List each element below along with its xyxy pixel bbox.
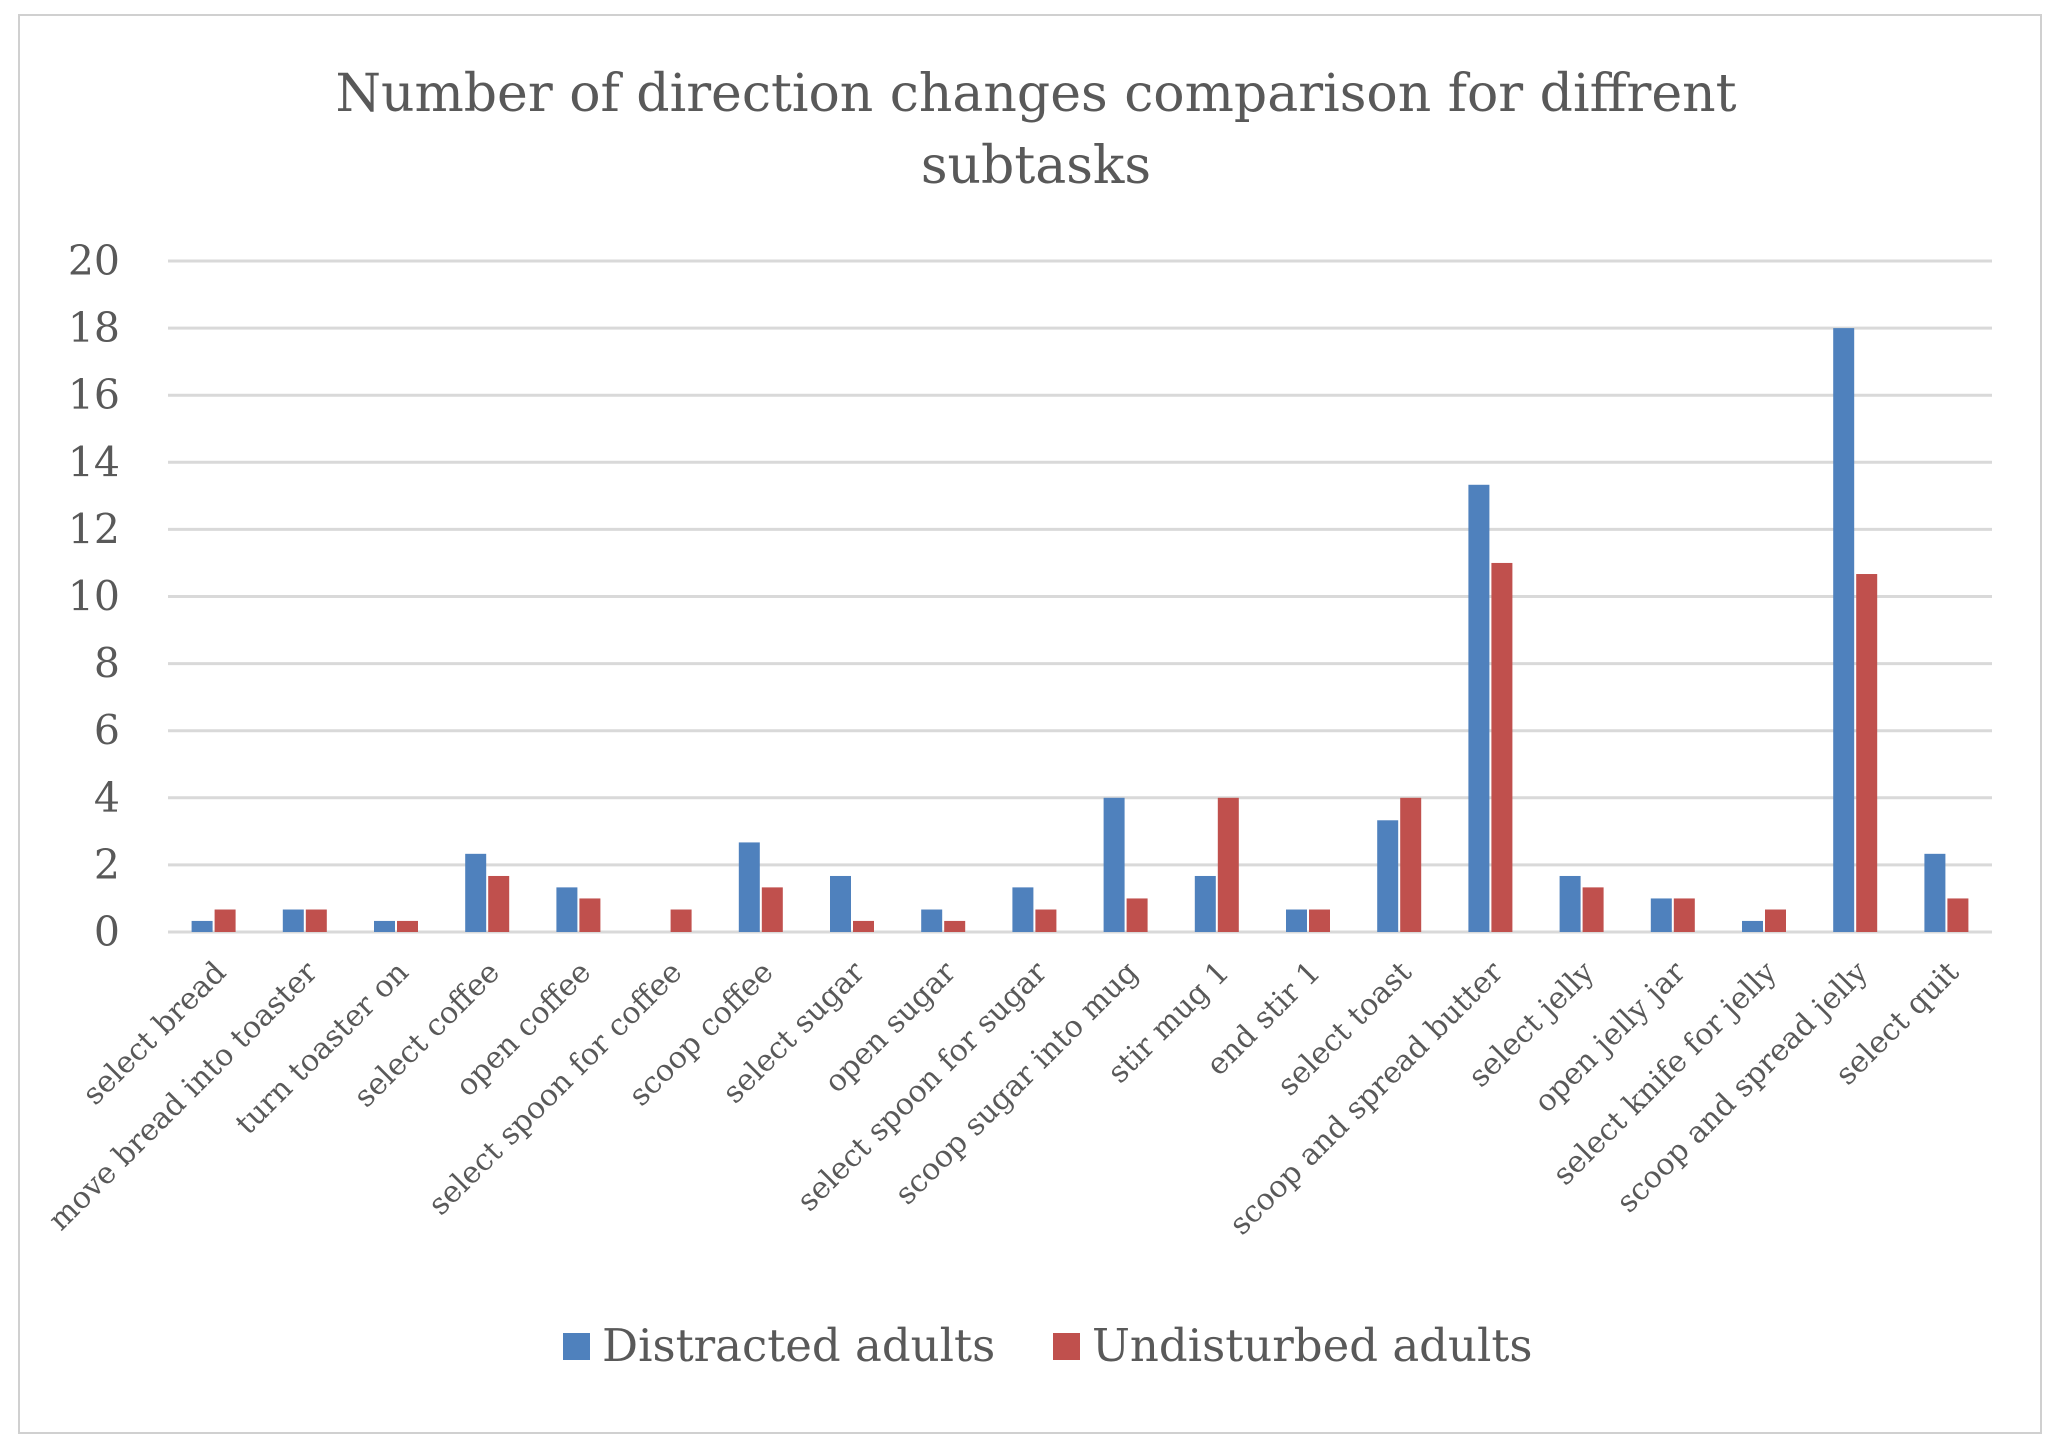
y-tick-label: 12 bbox=[68, 505, 120, 553]
bar-undisturbed bbox=[1491, 562, 1513, 932]
y-tick-label: 14 bbox=[68, 438, 120, 486]
y-axis-ticks: 0 2 4 6 8 10 12 14 16 18 20 bbox=[68, 237, 120, 956]
legend-label-undisturbed: Undisturbed adults bbox=[1092, 1319, 1533, 1372]
bar-undisturbed bbox=[1035, 909, 1057, 932]
bar-undisturbed bbox=[1126, 898, 1148, 932]
chart-title-line-1: Number of direction changes comparison f… bbox=[335, 64, 1736, 124]
bar-distracted bbox=[921, 909, 943, 932]
gridlines bbox=[168, 259, 1992, 934]
bar-distracted bbox=[1194, 875, 1216, 932]
y-tick-label: 6 bbox=[94, 707, 120, 755]
bar-distracted bbox=[1650, 898, 1672, 932]
bar-undisturbed bbox=[1309, 909, 1330, 932]
bar-undisturbed bbox=[1400, 797, 1422, 932]
bar-distracted bbox=[830, 875, 851, 932]
bar-distracted bbox=[1103, 797, 1125, 932]
y-tick-label: 20 bbox=[68, 237, 120, 285]
bar-undisturbed bbox=[670, 909, 692, 932]
y-tick-label: 2 bbox=[94, 841, 120, 889]
chart-frame: Number of direction changes comparison f… bbox=[18, 14, 2042, 1434]
bar-undisturbed bbox=[944, 920, 966, 932]
bar-undisturbed bbox=[1582, 887, 1604, 932]
bar-undisturbed bbox=[853, 920, 874, 932]
legend-swatch-undisturbed bbox=[1053, 1333, 1080, 1360]
bar-distracted bbox=[1924, 853, 1946, 932]
bar-distracted bbox=[738, 842, 760, 932]
bar-distracted bbox=[1833, 328, 1855, 933]
bar-distracted bbox=[1286, 909, 1307, 932]
bar-undisturbed bbox=[1947, 898, 1969, 932]
bar-distracted bbox=[374, 920, 395, 932]
chart-svg: Number of direction changes comparison f… bbox=[42, 64, 1992, 1372]
y-tick-label: 16 bbox=[68, 371, 120, 419]
bar-undisturbed bbox=[1673, 898, 1695, 932]
bar-undisturbed bbox=[305, 909, 327, 932]
y-tick-label: 8 bbox=[94, 640, 120, 688]
bar-undisturbed bbox=[579, 898, 601, 932]
legend: Distracted adults Undisturbed adults bbox=[563, 1319, 1533, 1372]
bar-distracted bbox=[1377, 820, 1399, 932]
bar-distracted bbox=[1012, 887, 1034, 932]
bar-undisturbed bbox=[397, 920, 418, 932]
bar-undisturbed bbox=[1765, 909, 1786, 932]
y-tick-label: 4 bbox=[94, 774, 120, 822]
legend-label-distracted: Distracted adults bbox=[602, 1319, 995, 1372]
bar-undisturbed bbox=[761, 887, 783, 932]
bar-distracted bbox=[1742, 920, 1763, 932]
y-tick-label: 18 bbox=[68, 304, 120, 352]
chart-title-line-2: subtasks bbox=[921, 136, 1151, 196]
bar-distracted bbox=[556, 887, 578, 932]
bar-distracted bbox=[1468, 484, 1490, 932]
bar-distracted bbox=[282, 909, 304, 932]
bars bbox=[191, 328, 1969, 933]
bar-undisturbed bbox=[488, 875, 510, 932]
bar-distracted bbox=[1559, 875, 1581, 932]
bar-undisturbed bbox=[1217, 797, 1239, 932]
bar-distracted bbox=[465, 853, 487, 932]
legend-swatch-distracted bbox=[563, 1333, 590, 1360]
bar-undisturbed bbox=[1856, 574, 1878, 932]
bar-undisturbed bbox=[214, 909, 236, 932]
bar-distracted bbox=[191, 920, 213, 932]
y-tick-label: 10 bbox=[68, 573, 120, 621]
y-tick-label: 0 bbox=[94, 908, 120, 956]
